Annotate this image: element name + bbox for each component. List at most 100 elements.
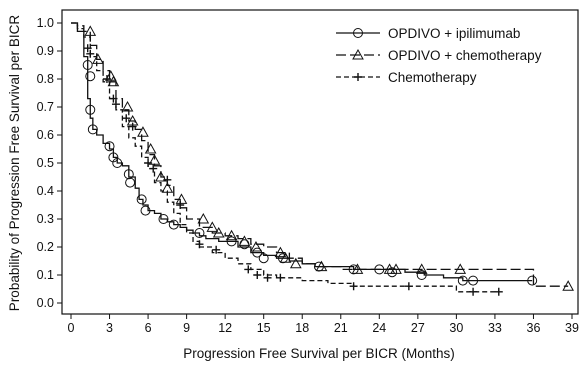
legend-label-chemotherapy: Chemotherapy: [388, 70, 477, 85]
censor-mark-opdivo-chemotherapy: [144, 142, 157, 154]
censor-mark-opdivo-ipilimumab: [112, 158, 123, 168]
censor-mark-opdivo-ipilimumab: [527, 275, 538, 286]
x-tick-label: 24: [372, 321, 386, 335]
censor-mark-opdivo-chemotherapy: [212, 226, 225, 238]
legend-label-opdivo-chemotherapy: OPDIVO + chemotherapy: [388, 48, 542, 63]
censor-mark-opdivo-ipilimumab: [252, 247, 263, 258]
x-axis-title: Progression Free Survival per BICR (Mont…: [183, 346, 455, 361]
censor-mark-opdivo-chemotherapy: [175, 193, 188, 204]
censor-mark-opdivo-chemotherapy: [92, 53, 104, 64]
censor-mark-chemotherapy: [469, 287, 478, 296]
legend-marker-opdivo-ipilimumab: [353, 28, 363, 38]
censor-mark-chemotherapy: [122, 114, 131, 123]
censor-mark-opdivo-ipilimumab: [226, 236, 237, 247]
censor-mark-chemotherapy: [494, 287, 503, 296]
y-tick-label: 0.1: [37, 268, 54, 282]
legend-marker-chemotherapy: [354, 73, 362, 81]
censor-mark-chemotherapy: [244, 265, 253, 274]
censor-mark-opdivo-chemotherapy: [84, 25, 97, 36]
censor-mark-opdivo-chemotherapy: [121, 100, 134, 112]
legend-marker-opdivo-chemotherapy: [352, 48, 364, 60]
y-tick-label: 0.8: [37, 72, 54, 86]
censor-mark-chemotherapy: [128, 122, 137, 131]
censor-mark-opdivo-chemotherapy: [238, 235, 251, 246]
censor-mark-chemotherapy: [195, 240, 204, 249]
x-tick-label: 27: [411, 321, 425, 335]
y-tick-label: 0.6: [37, 128, 54, 142]
censor-mark-opdivo-chemotherapy: [274, 246, 287, 258]
censor-mark-opdivo-chemotherapy: [206, 221, 219, 232]
series-line-chemotherapy: [71, 22, 499, 293]
censor-mark-chemotherapy: [102, 75, 111, 83]
x-tick-label: 21: [334, 321, 348, 335]
censor-mark-opdivo-chemotherapy: [562, 280, 574, 291]
y-tick-label: 0.4: [37, 184, 54, 198]
x-tick-label: 30: [449, 321, 463, 335]
legend: OPDIVO + ipilimumab OPDIVO + chemotherapy…: [336, 26, 542, 85]
censor-mark-opdivo-ipilimumab: [136, 194, 147, 205]
censor-mark-opdivo-chemotherapy: [107, 75, 120, 87]
censor-mark-opdivo-chemotherapy: [155, 170, 167, 182]
censor-mark-chemotherapy: [86, 49, 95, 58]
censor-mark-chemotherapy: [144, 159, 153, 167]
censor-mark-chemotherapy: [212, 245, 221, 254]
censor-mark-chemotherapy: [404, 282, 413, 291]
x-tick-label: 39: [565, 321, 579, 335]
x-tick-label: 3: [106, 321, 113, 335]
censor-mark-chemotherapy: [109, 94, 118, 103]
censor-mark-opdivo-ipilimumab: [125, 177, 136, 188]
censor-mark-chemotherapy: [276, 273, 285, 282]
x-tick-label: 33: [488, 321, 502, 335]
y-axis-title: Probability of Progression Free Survival…: [7, 15, 22, 312]
y-tick-label: 1.0: [37, 16, 54, 30]
censor-mark-opdivo-chemotherapy: [148, 154, 161, 165]
series-chemotherapy: [71, 22, 503, 296]
censor-mark-opdivo-chemotherapy: [250, 240, 262, 252]
series-layer: [71, 22, 574, 296]
censor-mark-chemotherapy: [253, 271, 262, 279]
y-tick-label: 0.2: [37, 240, 54, 254]
censor-mark-opdivo-ipilimumab: [468, 275, 479, 286]
censor-mark-opdivo-chemotherapy: [279, 252, 292, 263]
censor-mark-opdivo-ipilimumab: [104, 141, 115, 152]
censor-mark-opdivo-ipilimumab: [85, 71, 96, 82]
censor-mark-opdivo-ipilimumab: [82, 60, 93, 70]
censor-mark-opdivo-ipilimumab: [85, 104, 96, 115]
censor-mark-chemotherapy: [349, 282, 358, 291]
plot-frame: [61, 9, 579, 315]
y-tick-label: 0.9: [37, 44, 54, 58]
censor-mark-opdivo-chemotherapy: [137, 126, 149, 137]
censor-mark-opdivo-ipilimumab: [158, 214, 169, 224]
y-tick-label: 0.0: [37, 296, 54, 310]
censor-mark-chemotherapy: [263, 273, 272, 282]
censor-mark-opdivo-chemotherapy: [383, 263, 396, 274]
censor-mark-opdivo-ipilimumab: [258, 253, 269, 264]
legend-label-opdivo-ipilimumab: OPDIVO + ipilimumab: [388, 26, 520, 41]
x-tick-label: 18: [295, 321, 309, 335]
censor-mark-opdivo-chemotherapy: [104, 70, 117, 81]
censor-mark-opdivo-chemotherapy: [315, 260, 328, 272]
censor-mark-opdivo-chemotherapy: [289, 257, 302, 269]
censor-mark-chemotherapy: [163, 175, 172, 184]
x-tick-label: 0: [68, 321, 75, 335]
x-tick-label: 36: [527, 321, 541, 335]
censor-mark-opdivo-ipilimumab: [194, 228, 205, 238]
censor-mark-opdivo-ipilimumab: [87, 124, 98, 135]
censor-mark-opdivo-chemotherapy: [454, 263, 467, 274]
censor-mark-chemotherapy: [83, 44, 92, 53]
censor-mark-chemotherapy: [111, 100, 120, 109]
censor-mark-chemotherapy: [176, 201, 185, 209]
x-tick-label: 12: [218, 321, 232, 335]
censor-mark-opdivo-chemotherapy: [390, 263, 402, 274]
censor-mark-opdivo-chemotherapy: [415, 263, 428, 274]
censor-mark-opdivo-ipilimumab: [416, 270, 427, 280]
x-tick-label: 6: [145, 321, 152, 335]
censor-mark-opdivo-ipilimumab: [168, 219, 179, 230]
censor-mark-opdivo-chemotherapy: [197, 212, 210, 224]
censor-mark-opdivo-ipilimumab: [457, 275, 468, 286]
x-tick-label: 15: [257, 321, 271, 335]
censor-mark-opdivo-chemotherapy: [225, 229, 238, 241]
y-tick-label: 0.5: [37, 156, 54, 170]
